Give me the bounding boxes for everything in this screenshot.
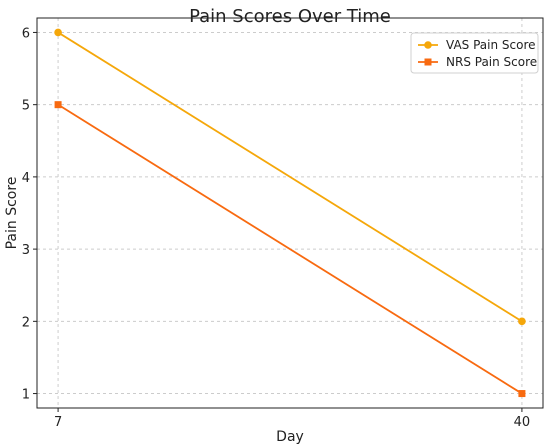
- series-lines: [54, 28, 526, 398]
- series-line: [57, 31, 523, 323]
- legend-swatch-marker: [424, 58, 432, 66]
- plot-frame: [36, 17, 544, 409]
- x-tick-label: 7: [54, 415, 62, 430]
- legend: VAS Pain Score NRS Pain Score: [410, 32, 539, 74]
- legend-swatch-marker: [424, 41, 432, 49]
- data-point: [54, 28, 62, 37]
- legend-entry: VAS Pain Score: [418, 38, 536, 52]
- y-tick-label: 1: [22, 388, 30, 403]
- series-line: [57, 103, 523, 395]
- legend-box: [410, 32, 539, 74]
- data-point: [518, 317, 526, 326]
- x-axis-ticks: 7 40: [54, 408, 530, 430]
- legend-entry: NRS Pain Score: [418, 55, 537, 69]
- y-tick-label: 2: [22, 315, 30, 330]
- legend-label: NRS Pain Score: [446, 55, 537, 69]
- y-tick-label: 5: [22, 99, 30, 114]
- series-nrs: [54, 101, 526, 398]
- x-tick-label: 40: [514, 415, 531, 430]
- legend-label: VAS Pain Score: [446, 38, 536, 52]
- data-point: [518, 390, 526, 398]
- grid-lines: [37, 18, 543, 408]
- y-axis-label: Pain Score: [4, 177, 20, 250]
- y-tick-label: 6: [22, 26, 30, 41]
- y-tick-label: 4: [22, 171, 30, 186]
- x-axis-label: Day: [276, 429, 304, 445]
- y-axis-ticks: 1 2 3 4 5 6: [22, 26, 37, 403]
- chart-title: Pain Scores Over Time: [189, 6, 391, 27]
- y-tick-label: 3: [22, 243, 30, 258]
- data-point: [54, 101, 62, 109]
- series-vas: [54, 28, 526, 326]
